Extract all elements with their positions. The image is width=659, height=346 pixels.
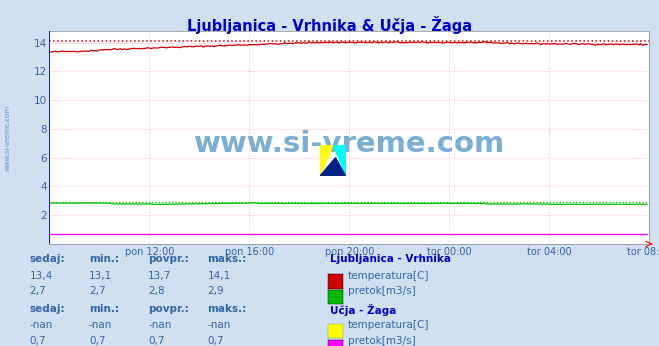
Text: povpr.:: povpr.:	[148, 304, 189, 315]
Text: pretok[m3/s]: pretok[m3/s]	[348, 336, 416, 346]
Text: 2,9: 2,9	[208, 286, 224, 297]
Text: Ljubljanica - Vrhnika & Učja - Žaga: Ljubljanica - Vrhnika & Učja - Žaga	[187, 16, 472, 34]
Text: 2,7: 2,7	[30, 286, 46, 297]
Text: -nan: -nan	[208, 320, 231, 330]
Text: 14,1: 14,1	[208, 271, 231, 281]
Text: temperatura[C]: temperatura[C]	[348, 271, 430, 281]
Text: 0,7: 0,7	[208, 336, 224, 346]
Text: www.si-vreme.com: www.si-vreme.com	[194, 130, 505, 158]
Text: 13,7: 13,7	[148, 271, 171, 281]
Text: 2,7: 2,7	[89, 286, 105, 297]
Text: sedaj:: sedaj:	[30, 254, 65, 264]
Text: 2,8: 2,8	[148, 286, 165, 297]
Text: min.:: min.:	[89, 304, 119, 315]
Text: pretok[m3/s]: pretok[m3/s]	[348, 286, 416, 297]
Text: 13,1: 13,1	[89, 271, 112, 281]
Text: 0,7: 0,7	[148, 336, 165, 346]
Text: min.:: min.:	[89, 254, 119, 264]
Text: -nan: -nan	[30, 320, 53, 330]
Text: -nan: -nan	[148, 320, 171, 330]
Text: maks.:: maks.:	[208, 254, 247, 264]
Polygon shape	[320, 158, 346, 176]
Text: 0,7: 0,7	[89, 336, 105, 346]
Text: povpr.:: povpr.:	[148, 254, 189, 264]
Polygon shape	[320, 145, 333, 176]
Text: 0,7: 0,7	[30, 336, 46, 346]
Text: Ljubljanica - Vrhnika: Ljubljanica - Vrhnika	[330, 254, 451, 264]
Text: temperatura[C]: temperatura[C]	[348, 320, 430, 330]
Text: 13,4: 13,4	[30, 271, 53, 281]
Polygon shape	[333, 145, 346, 176]
Text: -nan: -nan	[89, 320, 112, 330]
Text: Učja - Žaga: Učja - Žaga	[330, 304, 396, 317]
Text: www.si-vreme.com: www.si-vreme.com	[5, 105, 11, 172]
Text: sedaj:: sedaj:	[30, 304, 65, 315]
Text: maks.:: maks.:	[208, 304, 247, 315]
